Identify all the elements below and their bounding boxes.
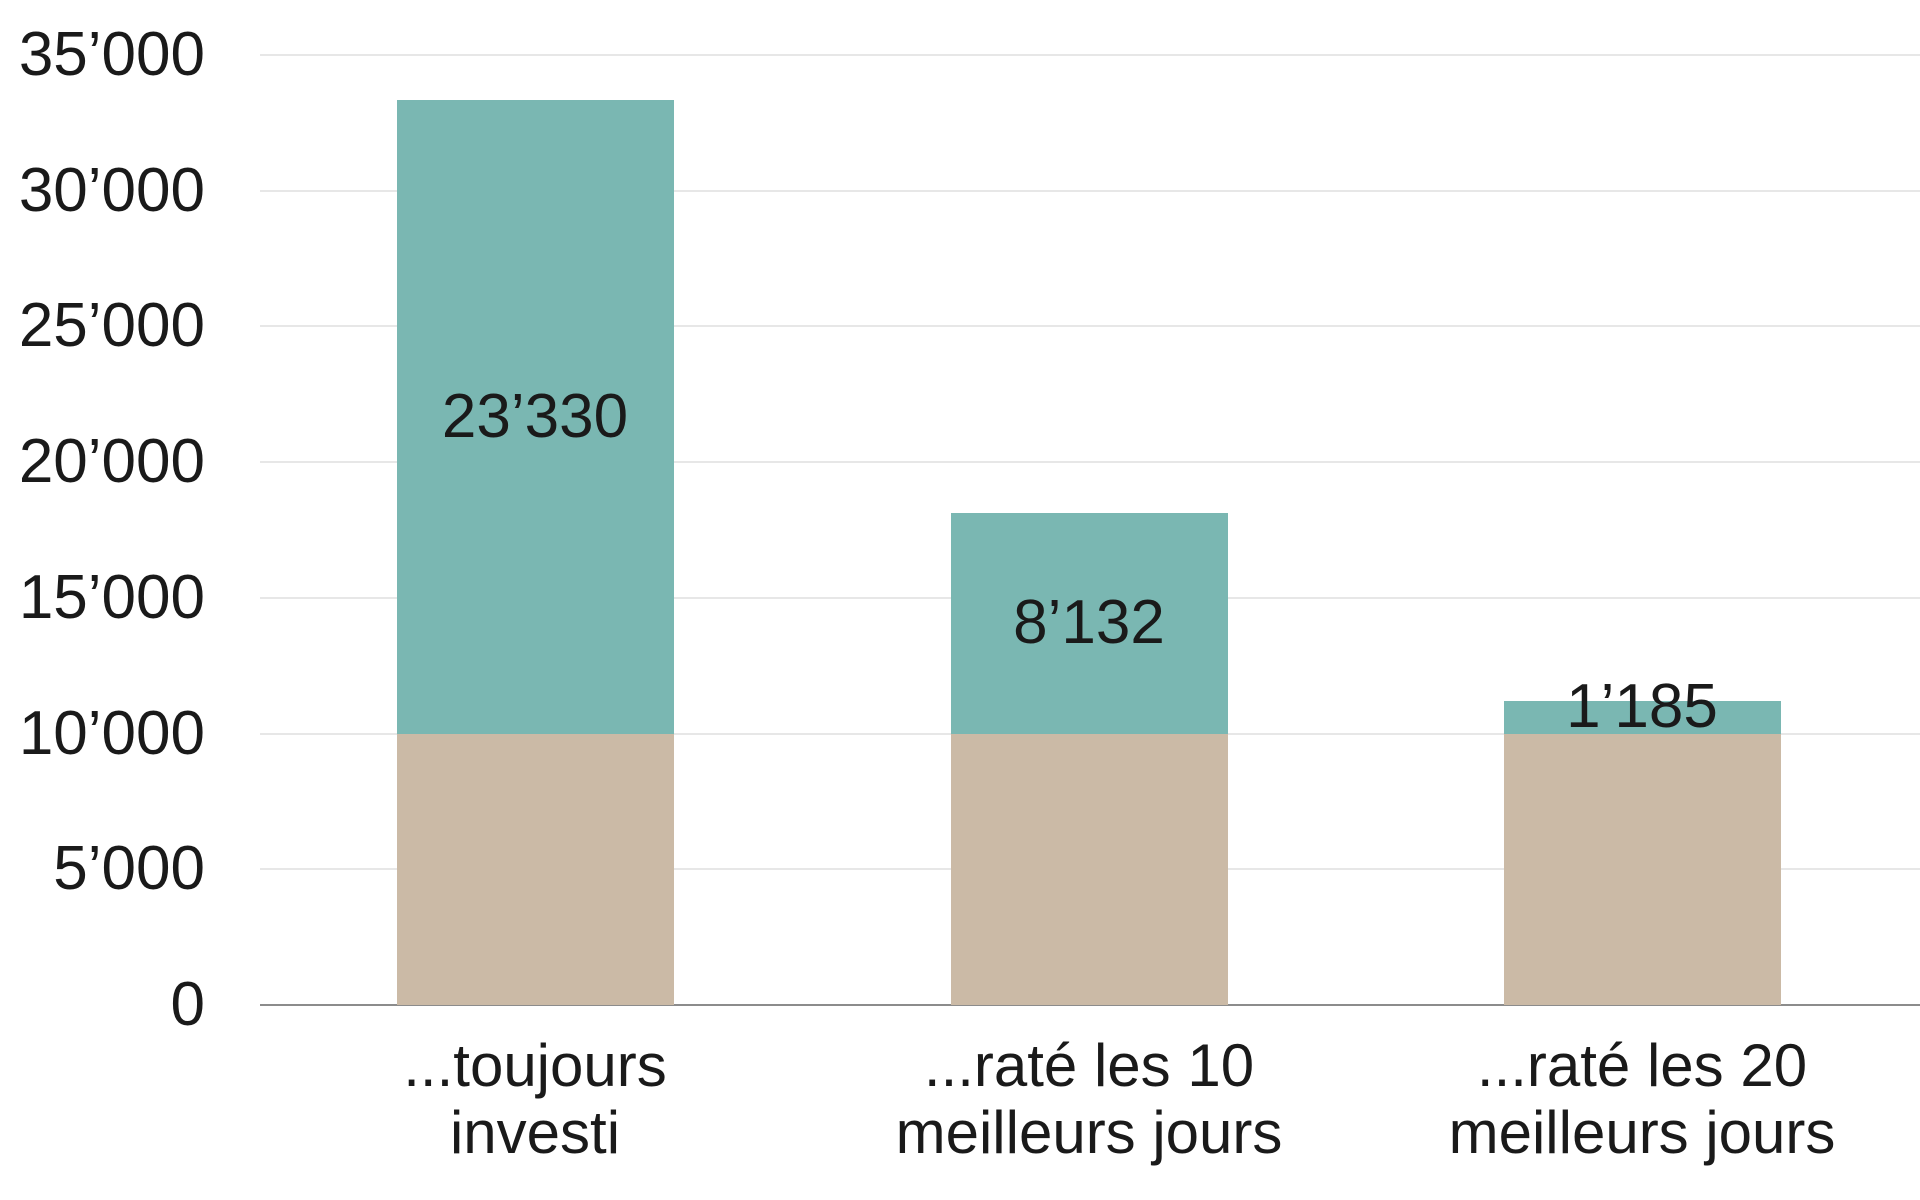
y-tick-label-10000: 10’000 xyxy=(18,698,205,768)
bar-2-value-label: 8’132 xyxy=(1013,588,1165,658)
gridline-25000 xyxy=(260,325,1920,328)
x-axis-baseline xyxy=(260,1004,1920,1006)
bar-3-value-label: 1’185 xyxy=(1566,672,1718,742)
gridline-35000 xyxy=(260,54,1920,56)
bar-1-base-segment xyxy=(396,733,674,1005)
y-tick-label-35000: 35’000 xyxy=(18,20,205,89)
gridline-30000 xyxy=(260,189,1920,192)
category-label-1-line-2: investi xyxy=(449,1099,621,1166)
bar-2-gain-segment xyxy=(950,512,1228,734)
category-label-3-line-2: meilleurs jours xyxy=(1448,1099,1836,1166)
bar-3-gain-segment xyxy=(1503,701,1781,734)
category-label-2-line-1: ...raté les 10 xyxy=(923,1032,1255,1099)
y-tick-label-0: 0 xyxy=(170,970,205,1039)
category-label-3-line-1: ...raté les 20 xyxy=(1476,1032,1808,1099)
bar-3-base-segment xyxy=(1503,733,1781,1005)
category-label-1: ...toujours investi xyxy=(185,1032,885,1166)
bar-2-base-segment xyxy=(950,733,1228,1005)
y-tick-label-25000: 25’000 xyxy=(18,291,205,361)
category-label-2: ...raté les 10 meilleurs jours xyxy=(739,1032,1439,1166)
y-tick-label-5000: 5’000 xyxy=(53,834,205,904)
bar-1-value-label: 23’330 xyxy=(441,381,629,451)
bar-1-gain-segment xyxy=(396,100,674,734)
category-label-1-line-1: ...toujours xyxy=(403,1032,667,1099)
category-label-3: ...raté les 20 meilleurs jours xyxy=(1292,1032,1920,1166)
y-tick-label-30000: 30’000 xyxy=(18,155,205,225)
y-tick-label-15000: 15’000 xyxy=(18,562,205,632)
gridline-20000 xyxy=(260,461,1920,464)
category-label-2-line-2: meilleurs jours xyxy=(895,1099,1283,1166)
y-tick-label-20000: 20’000 xyxy=(18,427,205,497)
